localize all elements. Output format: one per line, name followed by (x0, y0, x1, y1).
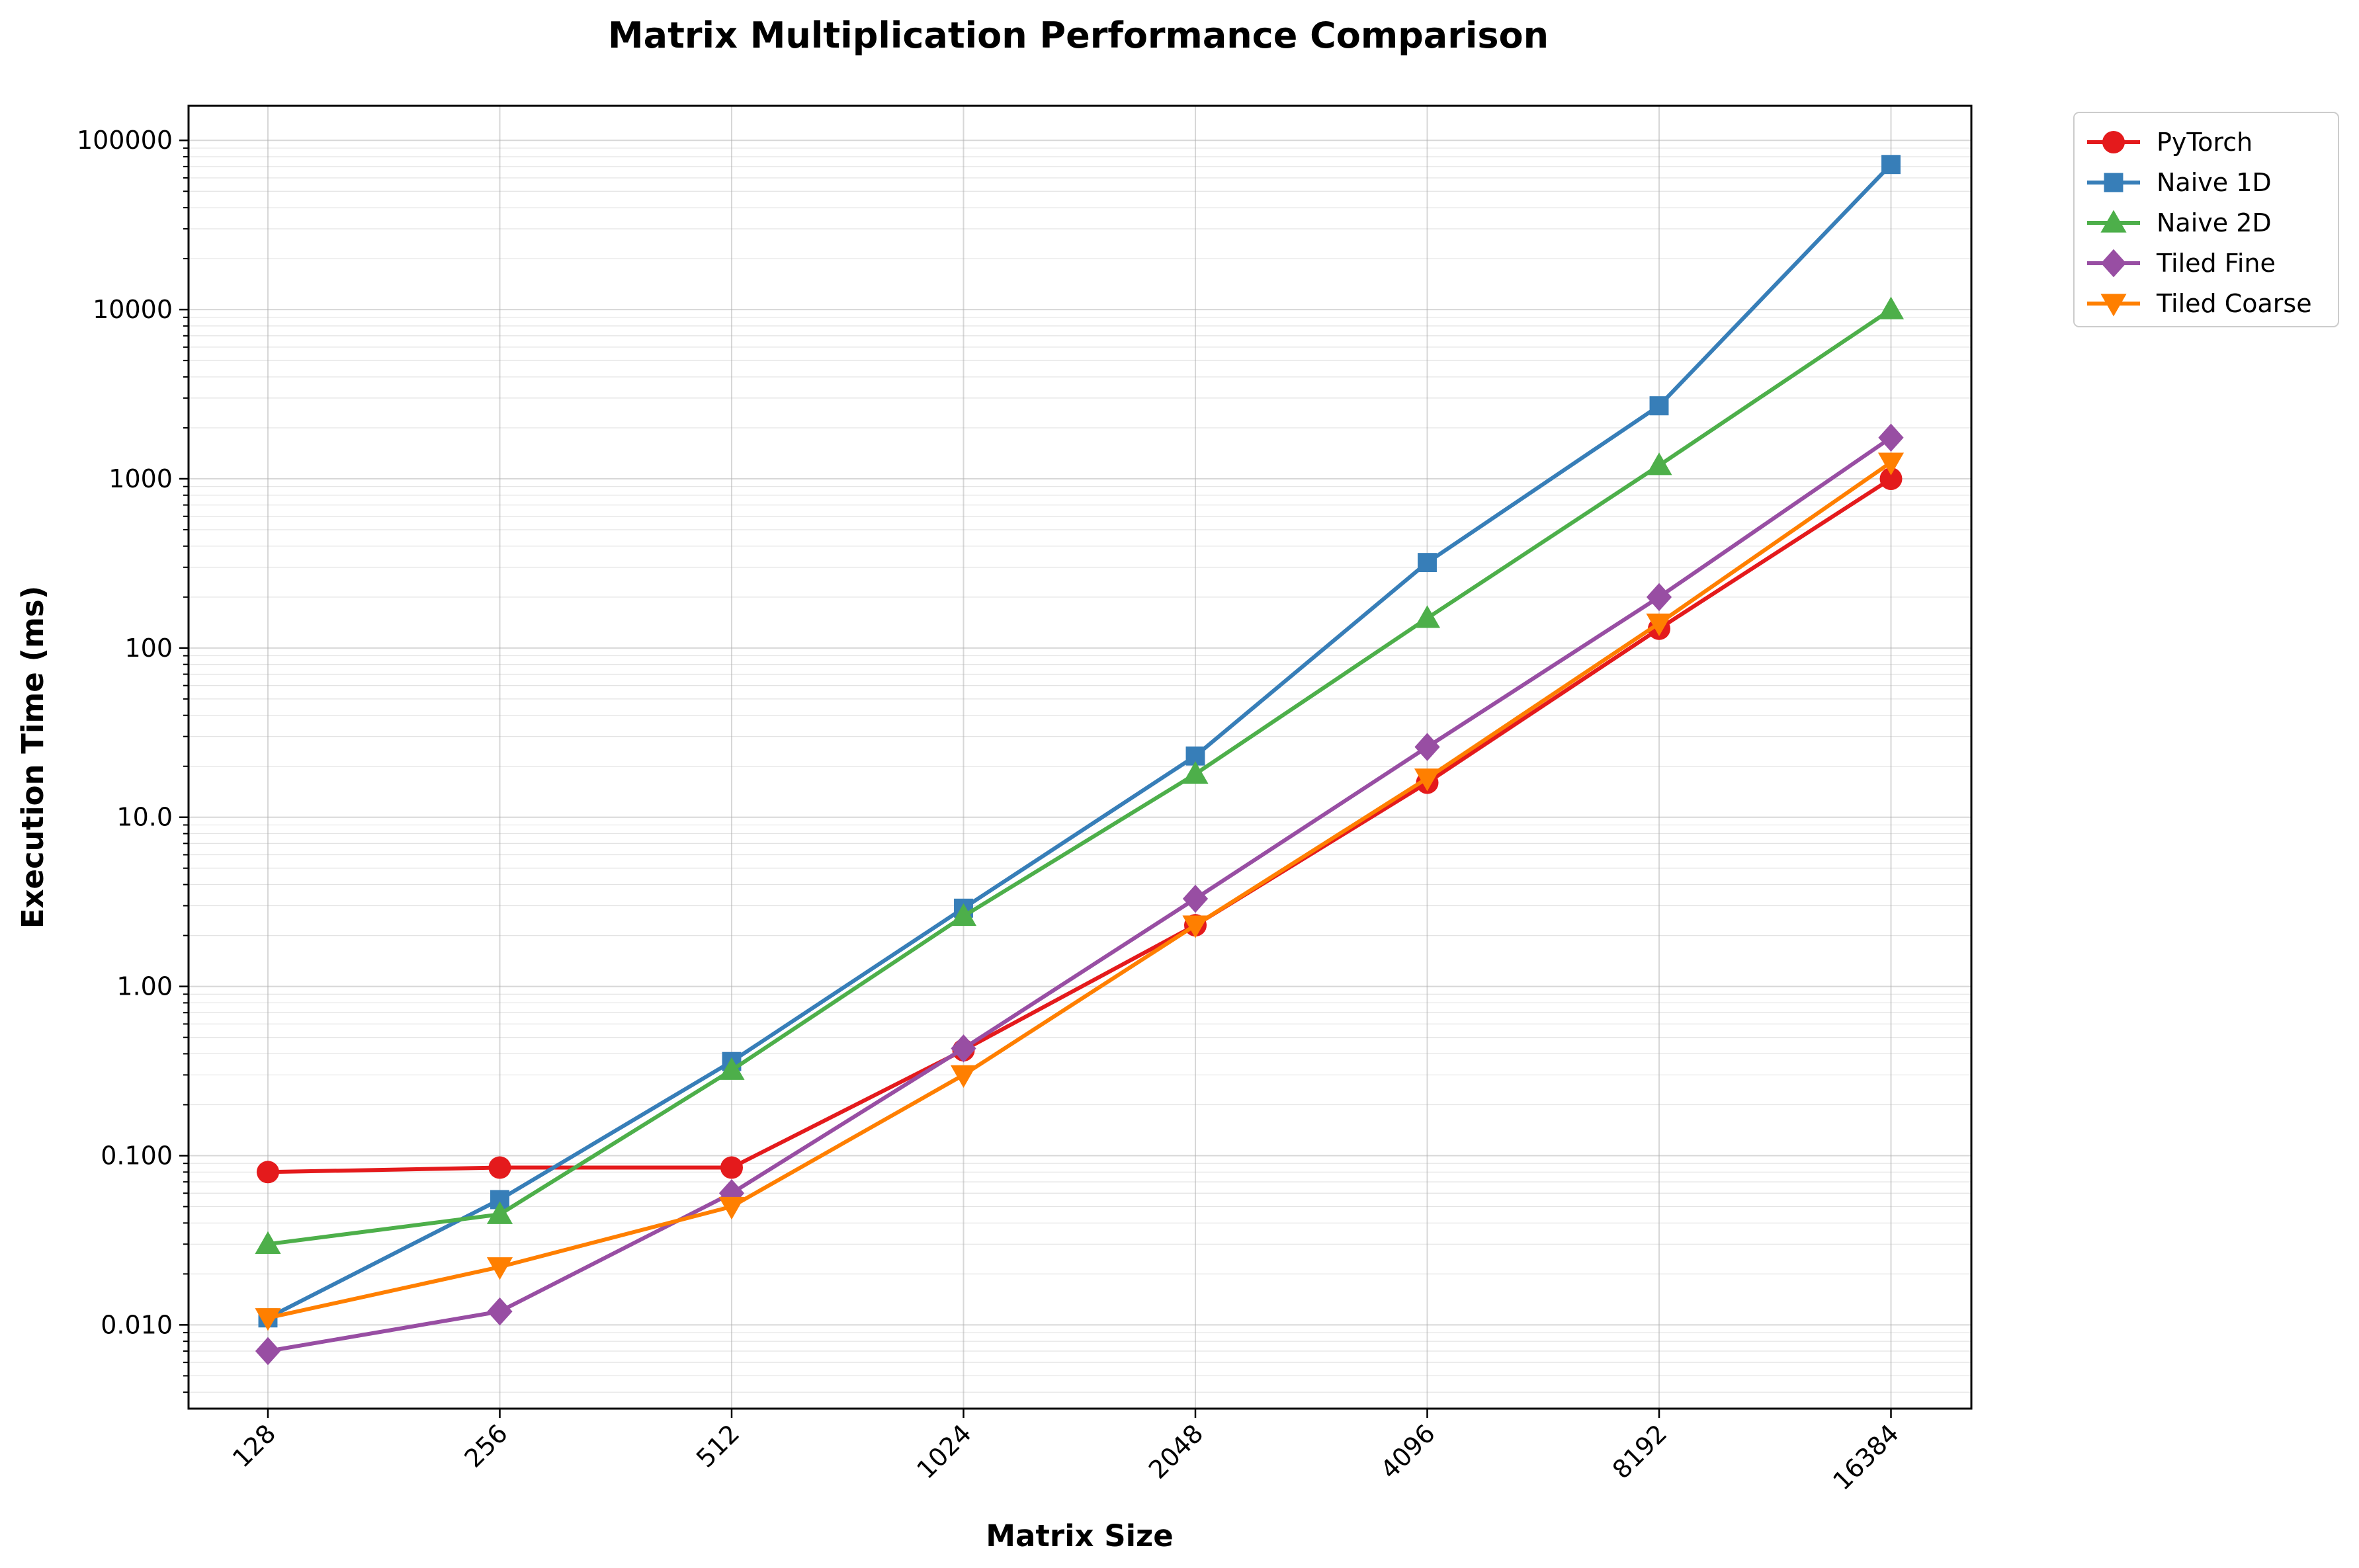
data-point-pytorch (488, 1156, 511, 1179)
legend-label-naive-2d: Naive 2D (2157, 208, 2272, 237)
data-point-naive-2d (1877, 296, 1905, 319)
data-point-naive-2d (255, 1231, 281, 1254)
data-point-tiled-coarse (950, 1065, 977, 1088)
data-point-tiled-fine (255, 1337, 281, 1366)
legend-item-tiled-fine: Tiled Fine (2087, 249, 2276, 278)
x-tick-label: 1024 (911, 1419, 977, 1485)
legend-frame (2073, 112, 2339, 327)
y-tick-label: 100 (124, 634, 173, 663)
data-point-tiled-coarse (1182, 915, 1209, 938)
series-line-naive-1d (266, 162, 1893, 1320)
data-point-naive-2d (1414, 605, 1441, 628)
data-point-tiled-coarse (1646, 613, 1672, 637)
legend-marker-naive-1d (2104, 173, 2123, 192)
legend-marker-tiled-coarse (2100, 294, 2127, 317)
data-point-naive-2d (950, 903, 977, 927)
x-tick-label: 128 (227, 1419, 281, 1473)
legend-label-tiled-fine: Tiled Fine (2156, 249, 2276, 278)
legend-label-tiled-coarse: Tiled Coarse (2156, 289, 2312, 318)
series-line-naive-2d (266, 308, 1893, 1247)
y-axis-label: Execution Time (ms) (15, 586, 50, 929)
y-tick-label: 10000 (93, 295, 173, 324)
data-point-tiled-fine (1646, 583, 1672, 612)
legend: PyTorch Naive 1D Naive 2D Tiled Fine Tiled C… (2073, 112, 2339, 327)
data-point-naive-1d (1418, 553, 1437, 573)
data-point-tiled-coarse (255, 1308, 281, 1331)
data-point-naive-2d (1182, 761, 1209, 784)
legend-label-pytorch: PyTorch (2157, 128, 2252, 157)
data-point-tiled-fine (1414, 733, 1440, 761)
y-tick-label: 10.0 (116, 803, 173, 832)
y-tick-label: 1.00 (116, 972, 173, 1001)
data-point-naive-2d (486, 1201, 513, 1224)
data-point-tiled-fine (1182, 884, 1209, 913)
series-line-tiled-fine (266, 435, 1893, 1354)
data-point-naive-2d (1646, 452, 1672, 475)
data-point-naive-1d (1649, 396, 1669, 416)
data-point-naive-2d (718, 1057, 745, 1080)
data-point-tiled-coarse (486, 1257, 513, 1280)
legend-item-pytorch: PyTorch (2087, 128, 2252, 157)
legend-item-naive-2d: Naive 2D (2087, 208, 2272, 237)
data-point-tiled-coarse (1877, 452, 1905, 475)
data-point-tiled-fine (951, 1034, 976, 1063)
legend-marker-naive-2d (2100, 210, 2127, 233)
data-point-pytorch (720, 1156, 743, 1179)
grid-layer (189, 106, 1971, 1409)
legend-item-tiled-coarse: Tiled Coarse (2087, 289, 2312, 318)
x-tick-label: 256 (458, 1419, 513, 1473)
x-tick-label: 2048 (1143, 1419, 1209, 1485)
data-point-tiled-fine (487, 1297, 513, 1326)
chart-title: Matrix Multiplication Performance Compar… (608, 15, 1549, 56)
x-tick-label: 8192 (1607, 1419, 1673, 1485)
x-tick-label: 16384 (1827, 1419, 1905, 1496)
y-tick-label: 100000 (77, 126, 173, 155)
legend-marker-pytorch (2102, 131, 2125, 153)
x-tick-label: 4096 (1375, 1419, 1441, 1485)
y-tick-label: 0.100 (101, 1141, 173, 1171)
data-point-naive-1d (1881, 155, 1901, 175)
data-point-pytorch (257, 1161, 279, 1184)
x-axis-label: Matrix Size (986, 1518, 1174, 1553)
legend-item-naive-1d: Naive 1D (2087, 168, 2272, 197)
series-layer (255, 155, 1905, 1366)
series-tiled-coarse (255, 452, 1905, 1331)
data-point-tiled-fine (1878, 423, 1904, 452)
x-tick-label: 512 (691, 1419, 745, 1473)
plot-frame (187, 104, 1973, 1410)
y-tick-label: 1000 (108, 464, 173, 493)
data-point-pytorch (1879, 467, 1903, 490)
data-point-tiled-coarse (1414, 768, 1441, 792)
data-point-tiled-coarse (718, 1196, 745, 1220)
legend-label-naive-1d: Naive 1D (2157, 168, 2272, 197)
series-naive-1d (258, 155, 1901, 1328)
series-line-pytorch (266, 476, 1893, 1175)
series-line-tiled-coarse (266, 460, 1893, 1320)
y-tick-label: 0.010 (101, 1310, 173, 1339)
series-pytorch (257, 467, 1903, 1184)
series-naive-2d (255, 296, 1905, 1254)
legend-marker-tiled-fine (2100, 249, 2127, 278)
ticks-layer: 0.010 0.100 1.00 10.0 100 1000 10000 100000 128 2… (77, 126, 1905, 1496)
